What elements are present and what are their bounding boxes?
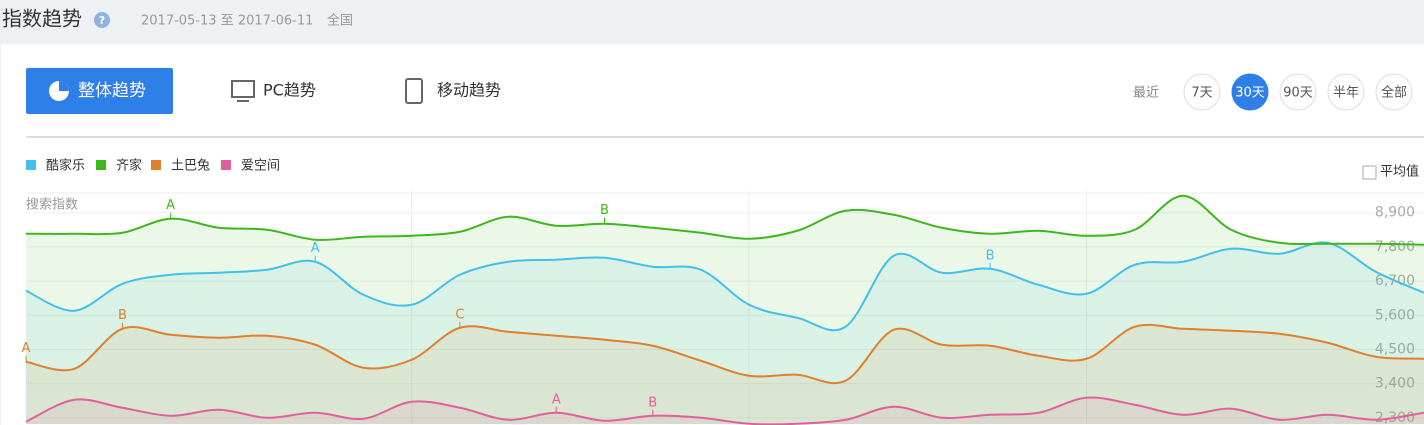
range-label: 最近 — [1133, 86, 1159, 101]
legend-swatch — [96, 160, 106, 170]
marker-label[interactable]: B — [648, 395, 657, 410]
header-bar — [0, 0, 1424, 44]
average-checkbox[interactable] — [1362, 165, 1377, 180]
legend-swatch — [26, 160, 36, 170]
marker-label[interactable]: C — [455, 307, 464, 322]
help-icon-glyph: ? — [99, 14, 105, 27]
range-button[interactable] — [1279, 73, 1317, 111]
marker-label[interactable]: B — [986, 248, 995, 263]
mobile-icon — [405, 78, 423, 104]
range-button[interactable] — [1183, 73, 1221, 111]
y-tick-label: 4,500 — [1375, 341, 1415, 357]
legend-label: 爱空间 — [241, 159, 280, 174]
series-line — [25, 194, 1424, 246]
marker-label[interactable]: A — [552, 392, 561, 407]
range-option: 全部 — [1381, 85, 1407, 101]
marker-label[interactable]: A — [311, 241, 320, 256]
tab-active[interactable] — [26, 68, 173, 114]
range-option: 半年 — [1333, 86, 1359, 101]
y-axis-label: 搜索指数 — [26, 198, 78, 213]
marker-label[interactable]: A — [166, 198, 175, 213]
range-button[interactable] — [1327, 73, 1365, 111]
legend-label: 齐家 — [116, 158, 142, 174]
tab-label[interactable]: PC趋势 — [263, 81, 316, 100]
series-area — [26, 242, 1424, 424]
legend-swatch — [151, 160, 161, 170]
series-area — [26, 397, 1424, 425]
header-title: 指数趋势 — [2, 7, 82, 31]
series-line — [25, 323, 1424, 385]
tab-label: 整体趋势 — [78, 81, 146, 101]
series-line — [25, 241, 1424, 332]
marker-label[interactable]: B — [118, 308, 127, 323]
legend-label: 酷家乐 — [46, 158, 85, 174]
marker-label[interactable]: A — [22, 341, 31, 356]
range-button[interactable] — [1375, 73, 1413, 111]
region: 全国 — [327, 13, 353, 29]
series-area — [26, 324, 1424, 424]
legend-swatch — [221, 160, 231, 170]
range-option: 30天 — [1235, 86, 1265, 101]
help-icon[interactable] — [94, 12, 110, 28]
pie-icon-wedge — [59, 81, 69, 91]
marker-label[interactable]: B — [600, 203, 609, 218]
range-button[interactable] — [1231, 73, 1269, 111]
y-tick-label: 5,600 — [1375, 307, 1415, 323]
tab-label[interactable]: 移动趋势 — [437, 81, 501, 100]
range-option: 90天 — [1283, 86, 1313, 101]
y-tick-label: 8,900 — [1375, 205, 1415, 221]
date-range: 2017-05-13 至 2017-06-11 — [141, 14, 313, 29]
range-option: 7天 — [1191, 86, 1212, 101]
series-line — [25, 396, 1424, 425]
legend-label: 土巴兔 — [171, 159, 210, 174]
series-area — [26, 195, 1424, 424]
average-label: 平均值 — [1380, 164, 1419, 180]
pc-icon — [231, 80, 255, 98]
y-tick-label: 3,400 — [1375, 376, 1415, 392]
